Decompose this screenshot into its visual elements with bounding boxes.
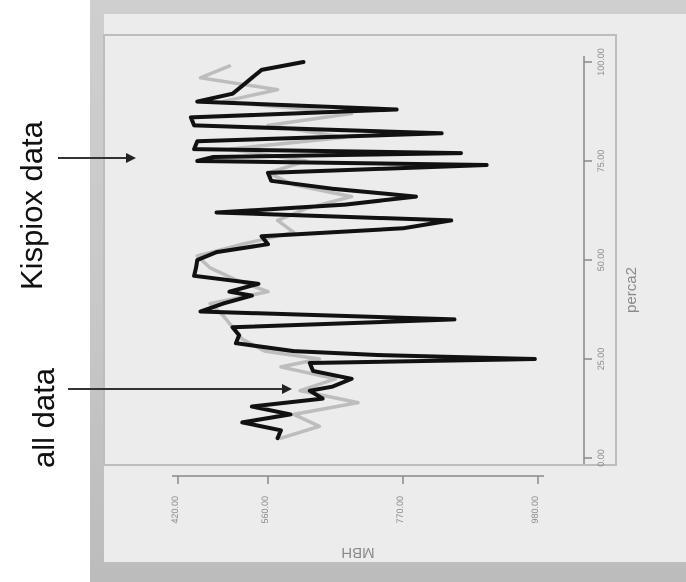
- data-point: [251, 77, 253, 79]
- data-point: [270, 180, 272, 182]
- data-point: [357, 402, 359, 404]
- data-point: [196, 101, 198, 103]
- data-point: [193, 124, 195, 126]
- data-point: [232, 93, 234, 95]
- data-point: [331, 386, 333, 388]
- data-point: [302, 61, 304, 63]
- data-point: [238, 334, 240, 336]
- data-point: [267, 243, 269, 245]
- data-point: [318, 358, 320, 360]
- data-point: [299, 390, 301, 392]
- data-point: [289, 413, 292, 415]
- data-point: [309, 390, 311, 392]
- data-point: [261, 69, 263, 71]
- data-point: [460, 152, 462, 154]
- data-point: [351, 378, 353, 380]
- data-point: [453, 318, 455, 320]
- data-point: [267, 124, 269, 126]
- data-point: [277, 437, 279, 439]
- kispiox-annotation: Kispiox data: [14, 121, 49, 290]
- data-point: [251, 405, 253, 408]
- data-point: [280, 429, 282, 431]
- data-point: [196, 140, 198, 142]
- data-point: [216, 251, 218, 253]
- axes: 0.00 25.00 50.00 75.00 100.00 perca2 420.00 560…: [170, 48, 640, 561]
- data-point: [441, 132, 443, 134]
- data-point: [334, 378, 337, 380]
- x-tick-label: 0.00: [596, 449, 606, 467]
- data-point: [331, 188, 333, 190]
- data-point: [534, 358, 536, 360]
- kispiox-arrowhead: [126, 153, 136, 163]
- data-point: [396, 108, 398, 111]
- data-point: [216, 211, 218, 214]
- data-point: [376, 354, 378, 356]
- y-tick-label: 980.00: [530, 496, 540, 524]
- y-tick-label: 560.00: [260, 496, 270, 524]
- data-point: [277, 89, 279, 91]
- data-point: [267, 291, 269, 293]
- data-point: [450, 219, 452, 221]
- data-point: [257, 283, 259, 285]
- data-point: [228, 291, 230, 293]
- data-point: [402, 227, 404, 229]
- data-point: [222, 303, 224, 305]
- x-tick-label: 75.00: [596, 150, 606, 173]
- data-point: [196, 259, 198, 261]
- data-point: [251, 295, 253, 297]
- data-point: [222, 314, 224, 316]
- data-point: [312, 370, 314, 372]
- data-point: [193, 275, 195, 277]
- data-point: [318, 425, 320, 427]
- all-data-annotation: all data: [26, 368, 61, 468]
- data-point: [235, 342, 237, 344]
- x-tick-label: 25.00: [596, 348, 606, 371]
- x-axis-title: perca2: [623, 267, 640, 313]
- data-point: [277, 219, 279, 221]
- data-point: [212, 156, 214, 158]
- data-point: [241, 338, 243, 340]
- data-point: [322, 398, 324, 400]
- annotation-arrows: [58, 153, 292, 394]
- data-point: [241, 85, 243, 87]
- data-point: [351, 196, 353, 198]
- data-point: [293, 350, 295, 352]
- data-point: [293, 413, 295, 415]
- data-point: [199, 310, 202, 313]
- data-point: [190, 116, 192, 118]
- data-point: [209, 267, 211, 269]
- data-point: [280, 437, 282, 439]
- y-tick-label: 770.00: [395, 496, 405, 524]
- data-point: [195, 267, 197, 269]
- x-tick-label: 50.00: [596, 249, 606, 272]
- data-point: [264, 350, 266, 352]
- data-point: [344, 204, 346, 206]
- plot-frame: [103, 34, 617, 466]
- x-tick-label: 100.00: [596, 48, 606, 76]
- data-point: [241, 421, 243, 423]
- data-point: [232, 326, 234, 328]
- data-point: [267, 172, 269, 174]
- data-point: [486, 164, 488, 166]
- data-point: [228, 65, 230, 67]
- data-point: [199, 77, 202, 79]
- data-point: [209, 303, 211, 305]
- data-point: [241, 243, 243, 245]
- data-point: [261, 235, 263, 237]
- series-group: [188, 60, 537, 441]
- data-point: [309, 362, 311, 364]
- data-point: [280, 366, 282, 368]
- data-point: [196, 160, 198, 162]
- data-point: [193, 148, 195, 150]
- y-axis-title: MBH: [341, 544, 374, 561]
- data-point: [196, 255, 198, 257]
- all-data-arrowhead: [282, 384, 292, 394]
- y-tick-label: 420.00: [170, 496, 180, 524]
- data-point: [415, 196, 417, 198]
